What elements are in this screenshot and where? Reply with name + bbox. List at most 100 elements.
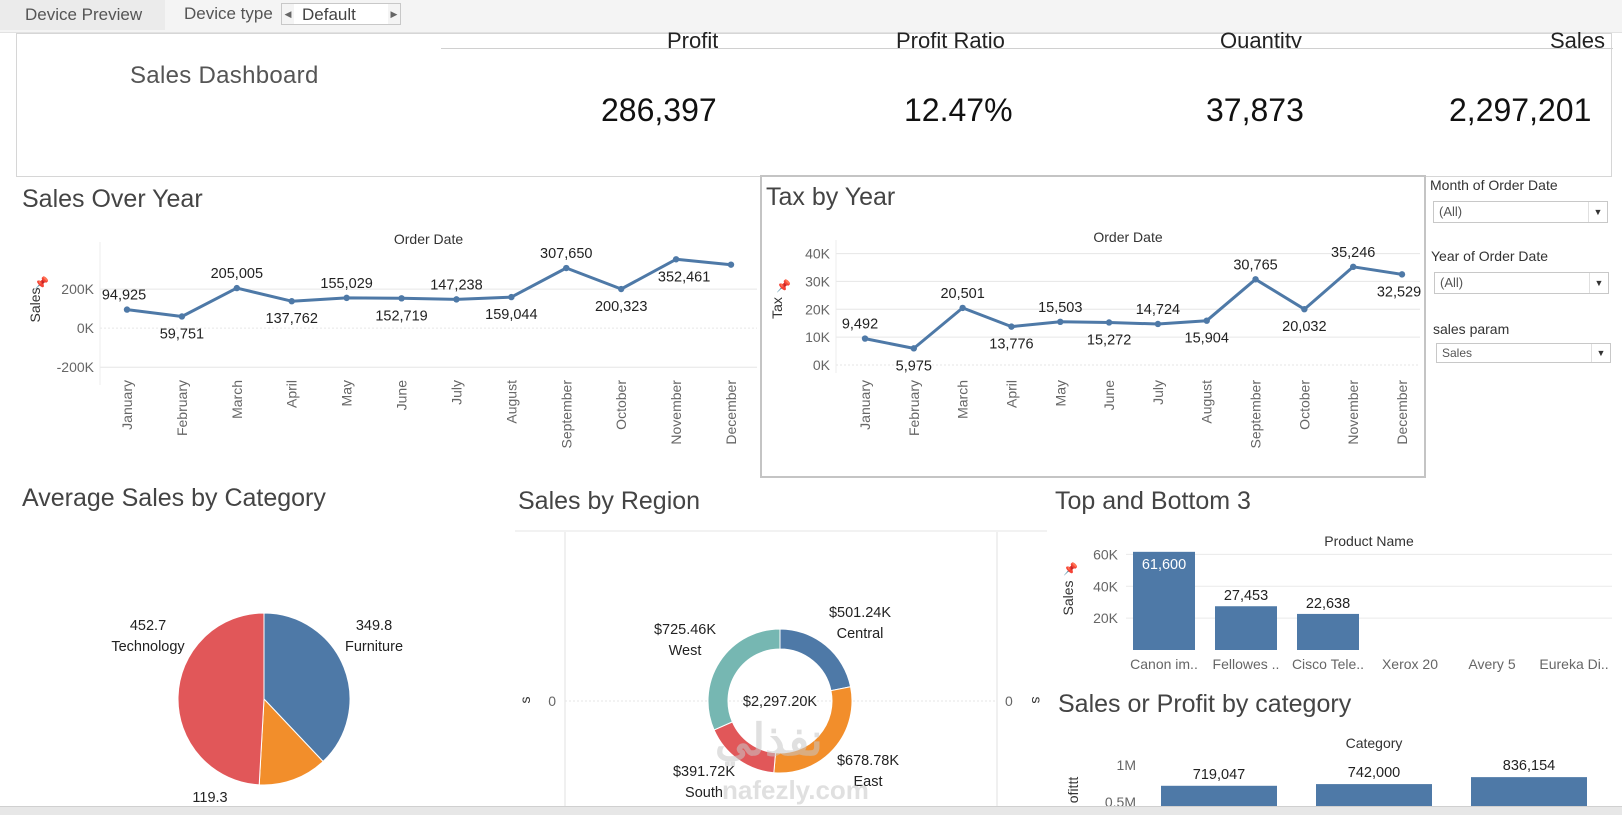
x-tick-label: Eureka Di.. (1539, 656, 1608, 672)
x-tick-label: May (339, 380, 355, 406)
data-label: 59,751 (160, 326, 204, 342)
data-label: 155,029 (320, 276, 372, 292)
tab-device-preview[interactable]: Device Preview (0, 0, 165, 30)
sales-by-region-title: Sales by Region (518, 487, 701, 515)
kpi-profit-ratio-label: Profit Ratio (896, 28, 1005, 48)
tax-by-year-panel[interactable] (760, 175, 1426, 478)
slice-value-label: $501.24K (829, 605, 891, 621)
data-label: 352,461 (658, 269, 710, 285)
avg-sales-category-title: Average Sales by Category (22, 484, 326, 512)
data-label: 20,032 (1282, 319, 1326, 335)
chevron-down-icon[interactable]: ▼ (1589, 273, 1608, 293)
y-tick-label: 0K (813, 357, 831, 373)
slice-value-label: 119.3 (192, 790, 227, 806)
y-axis-title: ofittt (1065, 777, 1081, 804)
year-filter-label: Year of Order Date (1431, 248, 1548, 264)
slice-value-label: $725.46K (654, 622, 716, 638)
bar (1133, 551, 1195, 650)
data-point (453, 296, 460, 303)
bar (1161, 785, 1277, 806)
data-point (959, 304, 966, 312)
kpi-sales-value: 2,297,201 (1449, 92, 1592, 128)
year-filter-value: (All) (1440, 275, 1464, 290)
data-point (233, 284, 241, 292)
x-tick-label: November (668, 380, 684, 445)
x-tick-label: August (1199, 380, 1215, 424)
y-tick-label: 60K (1093, 546, 1119, 562)
watermark-url: nafezly.com (722, 775, 869, 805)
page-title: Sales Dashboard (130, 62, 319, 89)
x-tick-label: June (1101, 380, 1117, 411)
data-label: 307,650 (540, 246, 592, 262)
sales-param-select[interactable]: Sales ▼ (1436, 343, 1611, 363)
x-tick-label: Xerox 20 (1382, 656, 1438, 672)
chevron-left-icon[interactable]: ◀ (282, 4, 294, 24)
data-point (398, 295, 405, 302)
pie-slice (263, 612, 351, 763)
kpi-quantity-label: Quantity (1220, 28, 1302, 48)
data-label: 5,975 (896, 358, 932, 374)
bar-value-label: 719,047 (1193, 767, 1245, 783)
donut-center-label: $2,297.20K (743, 694, 818, 710)
x-tick-label: Avery 5 (1468, 656, 1515, 672)
device-type-label: Device type (184, 4, 273, 23)
x-tick-label: January (857, 380, 873, 430)
y-tick-label: 20K (805, 301, 831, 317)
y-tick-label: 0 (1005, 693, 1013, 709)
x-tick-label: May (1052, 380, 1068, 406)
kpi-divider (441, 48, 1613, 49)
y-axis-title: Tax (769, 297, 785, 319)
x-axis-title: Order Date (394, 231, 463, 247)
data-point (178, 313, 186, 320)
slice-name-label: Technology (111, 639, 185, 655)
chevron-down-icon[interactable]: ▼ (1591, 344, 1610, 362)
sales-param-value: Sales (1442, 346, 1473, 360)
x-tick-label: October (613, 380, 629, 430)
y-axis-title: Sales (1060, 580, 1076, 615)
data-label: 137,762 (266, 311, 318, 327)
data-point (1203, 317, 1210, 324)
kpi-profit-label: Profit (667, 28, 719, 48)
slice-name-label: East (853, 774, 882, 790)
month-filter-select[interactable]: (All) ▼ (1433, 201, 1608, 223)
year-filter-select[interactable]: (All) ▼ (1434, 272, 1609, 294)
kpi-profit-ratio-value: 12.47% (904, 92, 1013, 128)
data-point (563, 264, 570, 272)
x-axis-title: Order Date (1093, 229, 1162, 245)
data-point (617, 285, 625, 293)
device-type-select[interactable]: ◀ Default ▶ (281, 3, 401, 25)
x-tick-label: January (119, 380, 135, 430)
x-tick-label: September (558, 380, 574, 449)
x-tick-label: August (503, 380, 519, 424)
bottom-scrollbar[interactable] (0, 806, 1622, 815)
data-point (910, 345, 918, 352)
bar (1471, 777, 1587, 806)
sales-profit-category-title: Sales or Profit by category (1058, 690, 1352, 718)
x-axis-title: Product Name (1324, 533, 1414, 549)
chevron-right-icon[interactable]: ▶ (388, 4, 400, 24)
pin-icon: 📌 (776, 278, 791, 293)
bar (1297, 613, 1359, 650)
data-label: 30,765 (1233, 257, 1277, 273)
data-point (1057, 318, 1064, 326)
watermark-logo: نفذلي (715, 716, 823, 765)
x-tick-label: June (394, 380, 410, 411)
x-tick-label: March (955, 380, 971, 419)
bar (1215, 606, 1277, 650)
top-bottom-title: Top and Bottom 3 (1055, 487, 1251, 515)
data-point (1252, 276, 1259, 283)
x-tick-label: April (1003, 380, 1019, 408)
x-tick-label: September (1248, 380, 1264, 449)
kpi-sales-label: Sales (1550, 28, 1606, 48)
chevron-down-icon[interactable]: ▼ (1588, 202, 1607, 222)
x-tick-label: December (1394, 380, 1410, 445)
data-label: 15,503 (1038, 300, 1082, 316)
kpi-profit-value: 286,397 (601, 92, 717, 128)
pie-slice (707, 628, 781, 731)
data-point (727, 261, 735, 268)
data-point (1154, 320, 1162, 328)
y-tick-label: 0K (77, 320, 95, 336)
x-tick-label: December (723, 380, 739, 445)
slice-name-label: West (669, 643, 702, 659)
